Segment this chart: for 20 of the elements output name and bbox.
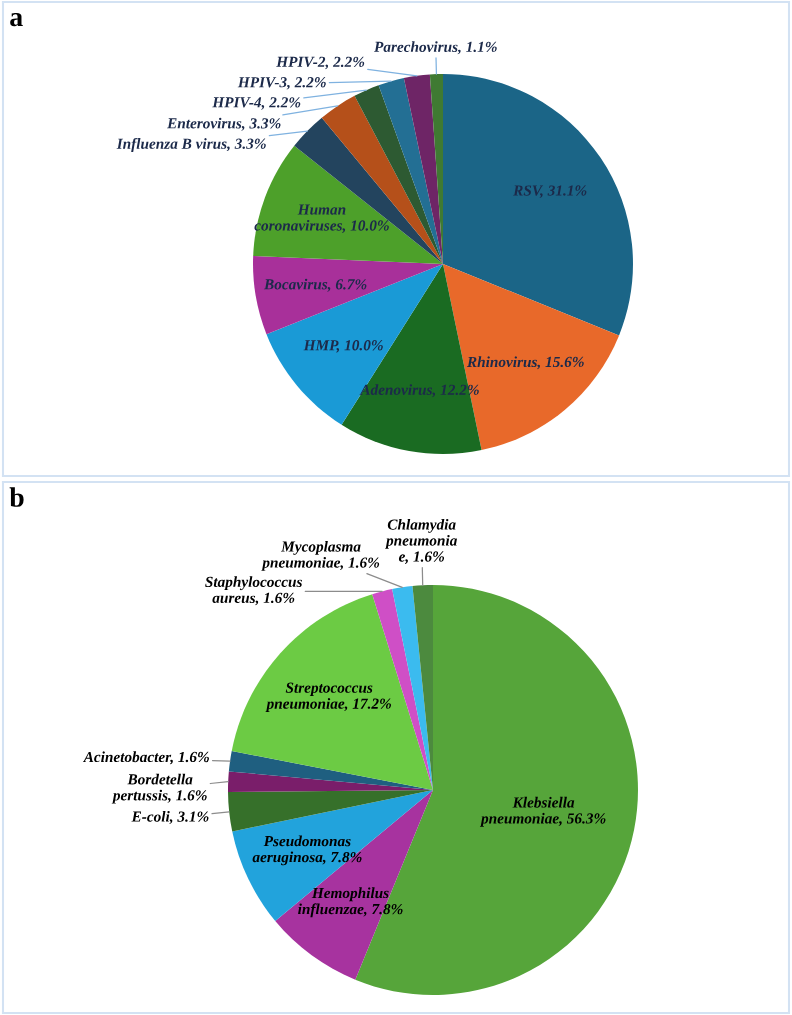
slice-label: Streptococcus pneumoniae, 17.2% [265, 682, 391, 712]
slice-label: Enterovirus, 3.3% [166, 117, 281, 131]
slice-label: Klebsiella pneumoniae, 56.3% [479, 796, 606, 827]
slice-label: HPIV-2, 2.2% [276, 56, 365, 70]
chart-title: b [9, 487, 24, 507]
slice-label: Rhinovirus, 15.6% [466, 356, 584, 370]
slice-label: Bocavirus, 6.7% [263, 278, 367, 292]
slice-label: Mycoplasma pneumoniae, 1.6% [261, 540, 380, 571]
slice-label: HMP, 10.0% [303, 340, 383, 353]
slice-label: Parechovirus, 1.1% [374, 41, 497, 55]
slice-label: E-coli, 3.1% [131, 810, 209, 824]
slice-label: HPIV-4, 2.2% [212, 97, 301, 110]
slice-label: Acinetobacter, 1.6% [82, 751, 209, 765]
slice-label: RSV, 31.1% [513, 185, 587, 198]
slice-label: Staphylococcus aureus, 1.6% [205, 576, 302, 606]
slice-label: HPIV-3, 2.2% [237, 77, 326, 90]
slice-label: Chlamydia pneumonia e, 1.6% [384, 518, 457, 564]
slice-label: Influenza B virus, 3.3% [116, 137, 266, 152]
slice-label: Bordetella pertussis, 1.6% [111, 773, 207, 804]
chart-title: a [10, 12, 23, 27]
